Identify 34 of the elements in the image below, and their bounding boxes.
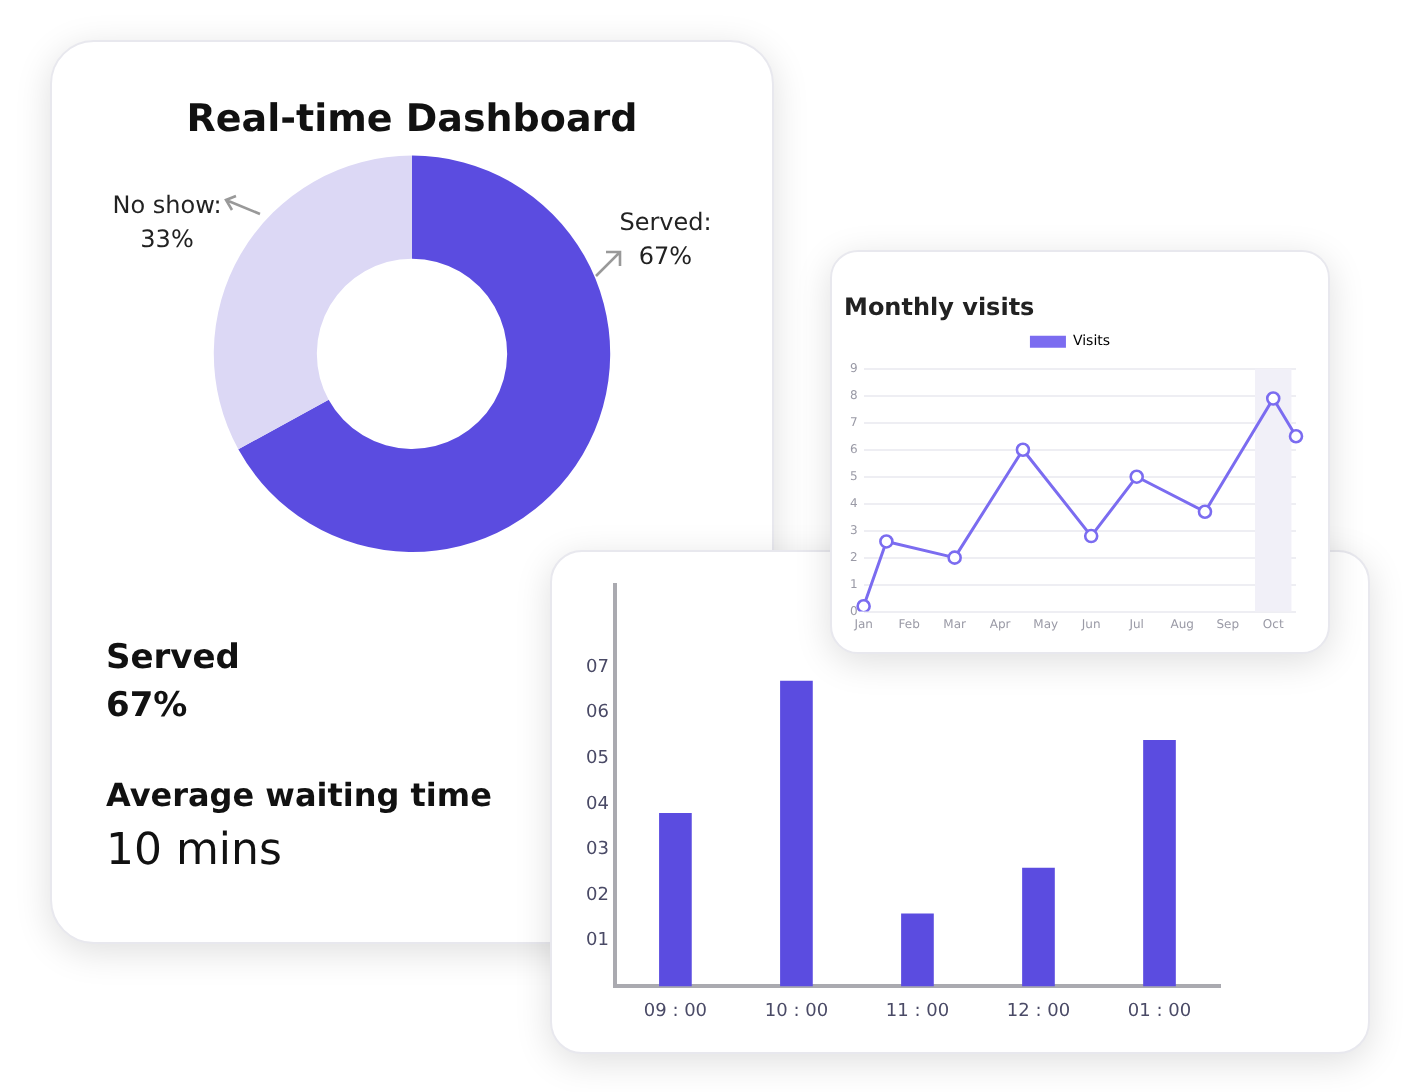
text: 10 mins <box>106 826 282 876</box>
x-tick-label: 11 : 00 <box>885 1001 950 1022</box>
bar <box>659 812 692 987</box>
y-tick-label: 03 <box>586 840 609 861</box>
y-tick-label: 02 <box>586 885 609 906</box>
x-tick-label: 01 : 00 <box>1127 1001 1192 1022</box>
text: Served <box>106 638 240 678</box>
point <box>1015 442 1031 458</box>
point <box>856 598 871 612</box>
data-label: No show: 33% <box>112 190 222 253</box>
y-tick-label: 07 <box>586 657 609 678</box>
x-tick-label: 10 : 00 <box>764 1001 829 1022</box>
y-tick-label: 06 <box>586 703 610 724</box>
point <box>1129 469 1145 485</box>
y-tick-label: 04 <box>586 794 610 815</box>
text: 67% <box>106 686 188 726</box>
chart-title: Monthly visits <box>844 292 1035 321</box>
bar <box>780 680 813 987</box>
text: Average waiting time <box>106 776 492 814</box>
point <box>947 550 962 565</box>
y-tick-label: 01 <box>586 931 609 952</box>
y-tick-label: 05 <box>586 748 609 769</box>
x-tick-label: 12 : 00 <box>1006 1001 1071 1022</box>
point <box>1265 391 1281 406</box>
bar <box>901 913 934 987</box>
point <box>1197 504 1213 520</box>
chart-title: Real-time Dashboard <box>186 96 638 141</box>
bar <box>1022 867 1055 987</box>
x-tick-label: 09 : 00 <box>643 1001 708 1022</box>
point <box>879 534 894 549</box>
point <box>1083 528 1099 544</box>
point <box>1288 428 1304 444</box>
bar <box>1143 739 1176 987</box>
data-label: Served: 67% <box>619 208 712 271</box>
